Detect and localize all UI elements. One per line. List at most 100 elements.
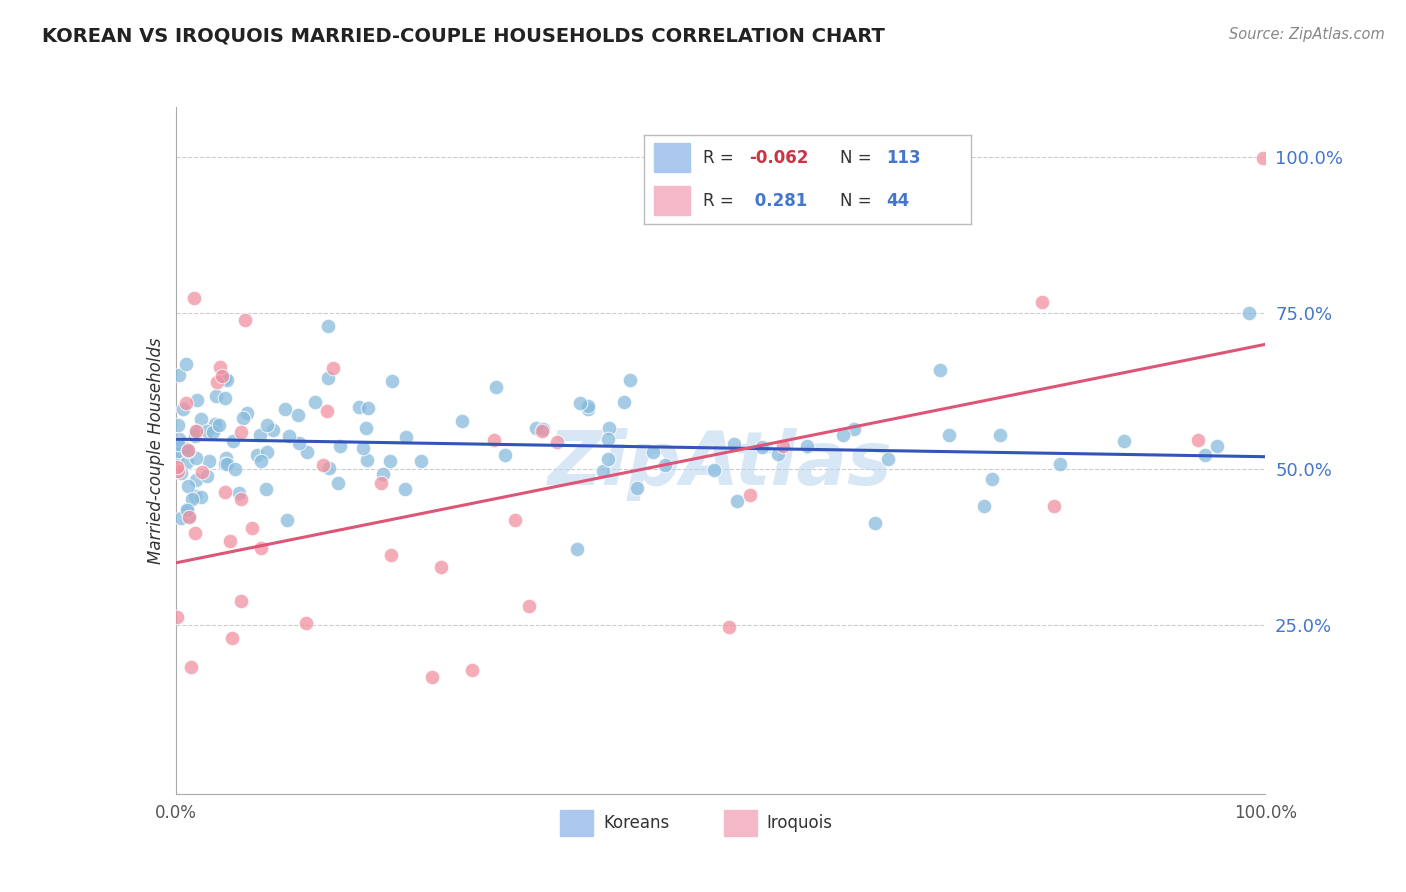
Point <box>531 425 554 439</box>
Point <box>304 395 326 409</box>
Point <box>256 445 278 459</box>
Point <box>190 490 212 504</box>
Point <box>176 444 198 458</box>
Point <box>183 429 205 443</box>
Text: ZipAtlas: ZipAtlas <box>548 427 893 500</box>
Point <box>371 467 394 481</box>
Point <box>166 450 188 465</box>
Point <box>326 476 349 491</box>
Point <box>204 389 226 403</box>
Point <box>718 620 741 634</box>
Point <box>356 452 378 467</box>
Point <box>312 458 335 473</box>
Point <box>576 399 599 413</box>
Point <box>177 510 200 524</box>
Text: N =: N = <box>841 192 872 210</box>
Point <box>380 548 402 562</box>
Point <box>598 433 620 447</box>
Point <box>842 422 865 436</box>
Point <box>485 380 508 394</box>
Point <box>1194 448 1216 462</box>
Point <box>214 485 236 500</box>
Point <box>229 425 252 439</box>
Point <box>184 473 207 487</box>
Point <box>184 424 207 438</box>
Point <box>288 436 311 450</box>
Point <box>184 526 207 541</box>
Point <box>568 396 591 410</box>
Point <box>186 392 208 407</box>
Point <box>167 465 190 479</box>
Point <box>938 428 960 442</box>
Point <box>517 599 540 613</box>
Point <box>316 404 339 418</box>
Point <box>209 360 232 375</box>
Point <box>981 472 1004 486</box>
Point <box>167 443 190 458</box>
Point <box>1043 499 1066 513</box>
Point <box>524 421 547 435</box>
Point <box>215 451 238 466</box>
Point <box>217 373 239 387</box>
Point <box>865 516 887 530</box>
Point <box>276 513 298 527</box>
Point <box>928 362 950 376</box>
Point <box>318 460 340 475</box>
Point <box>166 610 188 624</box>
Point <box>176 455 198 469</box>
Point <box>214 391 236 405</box>
Point <box>318 318 340 333</box>
Point <box>598 421 620 435</box>
Point <box>1206 439 1229 453</box>
Point <box>176 442 198 457</box>
Bar <box>654 186 690 215</box>
Text: N =: N = <box>841 149 872 167</box>
Point <box>208 418 231 433</box>
Point <box>295 445 318 459</box>
Point <box>420 670 443 684</box>
Point <box>1251 151 1274 165</box>
Point <box>619 373 641 387</box>
Point <box>877 452 900 467</box>
Point <box>167 418 190 433</box>
Point <box>219 534 242 549</box>
Point <box>316 371 339 385</box>
Point <box>211 368 233 383</box>
Point <box>329 439 352 453</box>
Point <box>254 482 277 496</box>
Point <box>357 401 380 415</box>
Point <box>395 430 418 444</box>
Text: -0.062: -0.062 <box>749 149 808 167</box>
Point <box>766 447 789 461</box>
Point <box>166 460 188 475</box>
Point <box>988 427 1011 442</box>
Point <box>592 464 614 478</box>
Point <box>205 375 228 389</box>
Point <box>643 445 665 459</box>
Point <box>195 424 218 438</box>
Point <box>546 435 568 450</box>
Point <box>231 594 253 608</box>
Point <box>201 425 224 440</box>
Y-axis label: Married-couple Households: Married-couple Households <box>146 337 165 564</box>
Point <box>173 441 195 455</box>
Text: 113: 113 <box>886 149 921 167</box>
Point <box>796 439 818 453</box>
Point <box>204 417 226 431</box>
Point <box>450 414 472 428</box>
Point <box>354 420 377 434</box>
Point <box>183 489 205 503</box>
Text: 0.281: 0.281 <box>749 192 807 210</box>
Bar <box>724 810 756 837</box>
Point <box>277 429 299 443</box>
Point <box>772 439 794 453</box>
Point <box>613 395 636 409</box>
Point <box>214 457 236 471</box>
Point <box>180 659 202 673</box>
Point <box>723 437 745 451</box>
Bar <box>561 810 593 837</box>
Point <box>233 312 256 326</box>
Point <box>184 425 207 439</box>
Point <box>205 419 228 434</box>
Text: KOREAN VS IROQUOIS MARRIED-COUPLE HOUSEHOLDS CORRELATION CHART: KOREAN VS IROQUOIS MARRIED-COUPLE HOUSEH… <box>42 27 884 45</box>
